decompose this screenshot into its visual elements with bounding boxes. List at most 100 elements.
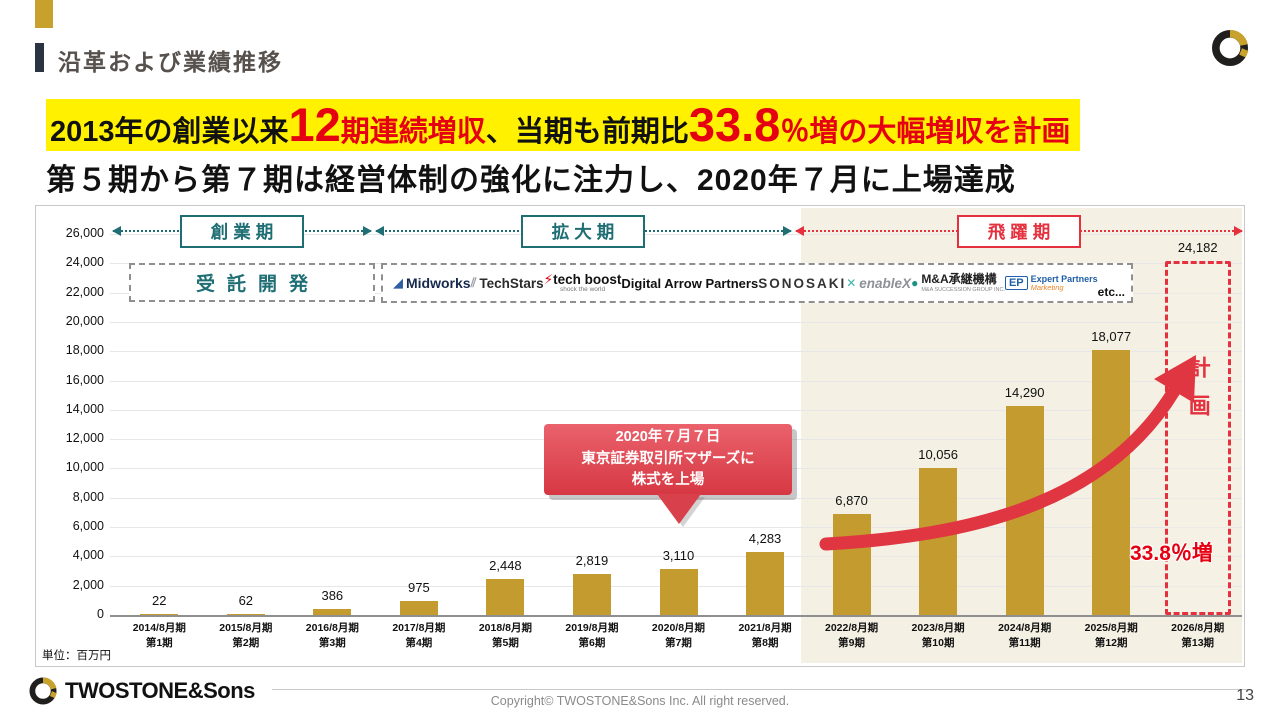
bar-value-label: 24,182 [1177,239,1218,255]
x-axis-label: 2017/8月期 第4期 [392,622,446,650]
x-axis-label: 2020/8月期 第7期 [651,622,706,650]
ma-shokei-sublabel: M&A SUCCESSION GROUP INC. [921,286,1005,293]
arrow-left-icon [375,226,384,236]
x-axis-label: 2021/8月期 第8期 [738,622,792,650]
x-axis-label: 2023/8月期 第10期 [911,622,965,650]
bar-value-label: 14,290 [1004,384,1045,400]
logo-digital-arrow-partners: Digital Arrow Partners [621,275,759,291]
revenue-bar [140,614,179,615]
enablex-icon: ✕ [846,276,857,290]
plan-label: 計画 [1185,355,1211,432]
arrow-left-icon [795,226,804,236]
y-axis-label: 0 [97,607,104,621]
revenue-bar [313,609,352,615]
y-axis-label: 8,000 [72,489,104,504]
headline-text-red2: ％増の大幅増収を計画 [780,116,1071,148]
revenue-bar [659,569,698,615]
page-title: 沿革および業績推移 [58,49,283,75]
company-logo-icon [1210,28,1250,73]
techstars-icon: ⫽ [470,275,477,290]
page-number: 13 [1236,687,1254,704]
bar-value-label: 6,870 [835,493,868,509]
x-axis-label: 2024/8月期 第11期 [998,622,1052,650]
bar-value-label: 4,283 [748,531,782,547]
enablex-label: enableX [859,275,912,291]
gridline [110,380,1242,382]
techstars-label: TechStars [479,275,544,291]
midworks-label: Midworks [406,275,471,291]
logo-enablex: ✕ enableX [846,276,911,291]
headline-text-black: 2013年の創業以来 [50,116,289,148]
bar-value-label: 975 [408,579,430,595]
logo-midworks: ◢ Midworks [393,275,471,291]
techboost-tagline: shock the world [559,286,606,293]
headline-line1: 2013年の創業以来12期連続増収、当期も前期比33.8％増の大幅増収を計画 [46,98,1081,151]
x-axis-label: 2016/8月期 第3期 [305,622,359,650]
title-accent-bar [35,43,44,72]
y-axis-label: 18,000 [65,343,104,358]
copyright-text: Copyright© TWOSTONE&Sons Inc. All right … [490,694,790,708]
phase-label-leap: 飛躍期 [957,215,1081,248]
revenue-bar [1092,350,1131,615]
performance-chart: 創業期 拡大期 飛躍期 受託開発 ◢ Midworks ⫽ TechStars … [35,205,1245,667]
ma-shokei-label: M&A承継機構 [921,271,997,286]
gridline [110,409,1242,411]
revenue-bar [919,467,958,615]
x-axis-label: 2022/8月期 第9期 [825,622,879,650]
y-axis-label: 26,000 [65,226,104,240]
logo-sonosaki: SONOSAKI [758,275,847,291]
accent-tab [35,0,53,28]
footer-divider [272,689,1250,690]
y-axis-label: 16,000 [65,372,104,387]
revenue-bar [572,573,611,615]
x-axis-label: 2019/8月期 第6期 [565,622,619,650]
bar-value-label: 3,110 [662,548,695,564]
y-axis-label: 14,000 [65,401,104,416]
gridline [110,527,1242,529]
revenue-bar [746,552,785,615]
y-axis-label: 10,000 [65,460,104,475]
arrow-right-icon [1234,226,1243,236]
bar-value-label: 10,056 [918,446,958,462]
footer-brand-text: TWOSTONE&Sons [65,678,255,703]
arrow-right-icon [363,226,372,236]
ipo-callout: 2020年７月７日 東京証券取引所マザーズに 株式を上場 [544,424,792,495]
logo-techboost: ⚡tech boost shock the world [544,271,622,294]
revenue-bar [1005,405,1044,615]
arrow-right-icon [783,226,792,236]
techboost-label: tech boost [553,271,622,287]
service-logos-box: ◢ Midworks ⫽ TechStars ⚡tech boost shock… [381,263,1133,303]
y-axis-label: 2,000 [72,577,104,592]
bar-value-label: 2,819 [575,552,609,568]
headline-line2: 第５期から第７期は経営体制の強化に注力し、2020年７月に上場達成 [46,164,1016,197]
ma-shokei-icon: ● [911,275,919,290]
bar-value-label: 18,077 [1091,329,1132,345]
gridline [110,556,1242,558]
y-axis-label: 4,000 [72,548,104,563]
revenue-bar [399,600,438,615]
footer-brand-logo: TWOSTONE&Sons [28,676,255,706]
bar-value-label: 62 [238,593,254,608]
headline-number-12: 12 [288,98,341,151]
logo-techstars: ⫽ TechStars [471,275,544,291]
x-axis-label: 2014/8月期 第1期 [132,622,186,650]
bar-value-label: 2,448 [489,558,522,574]
techboost-label-row: ⚡tech boost [544,271,622,287]
revenue-bar [226,614,265,615]
gridline [110,321,1242,323]
ma-shokei-text: M&A承継機構 M&A SUCCESSION GROUP INC. [921,271,1005,293]
headline-text-black2: 、当期も前期比 [485,116,689,148]
expert-partners-label: Expert Partners [1030,273,1098,284]
brand-mark-icon [1212,29,1249,66]
logos-etc-label: etc... [1097,285,1126,299]
x-axis-label: 2018/8月期 第5期 [478,622,532,650]
logo-expert-partners: EP Expert Partners Marketing [1004,273,1098,293]
y-axis-label: 6,000 [72,519,104,534]
y-axis-label: 22,000 [65,284,104,299]
ipo-callout-line3: 株式を上場 [631,472,705,489]
bar-value-label: 22 [152,593,167,608]
bar-value-label: 386 [321,588,344,604]
x-axis-line [110,615,1242,617]
y-axis-label: 12,000 [65,431,104,446]
